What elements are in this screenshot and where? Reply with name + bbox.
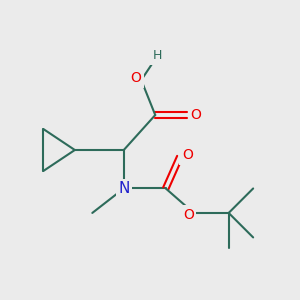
Text: N: N [118, 181, 130, 196]
Text: O: O [190, 108, 201, 122]
Text: O: O [183, 208, 194, 222]
Text: O: O [130, 71, 142, 85]
Text: O: O [182, 148, 193, 162]
Text: H: H [152, 49, 162, 62]
